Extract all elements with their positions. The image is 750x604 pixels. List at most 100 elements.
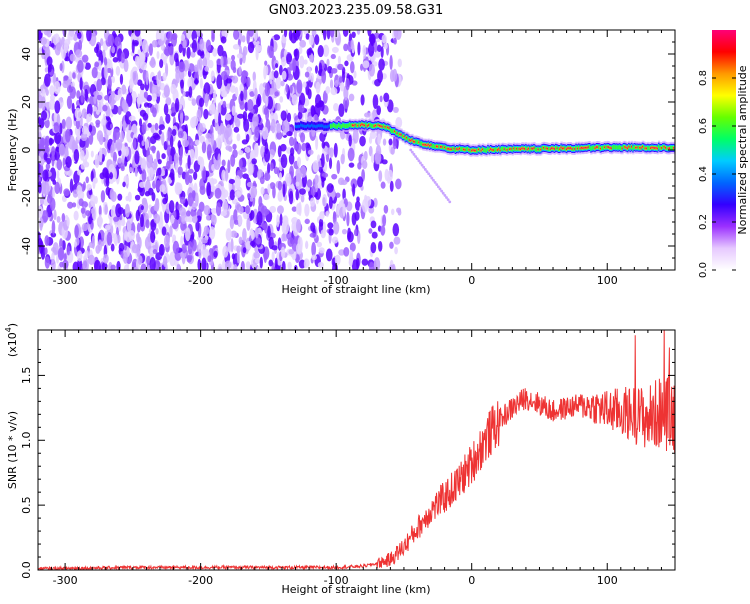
- noise-speckle-dot: [221, 30, 229, 38]
- noise-speckle-dot: [124, 157, 128, 167]
- ridge-peak: [528, 147, 530, 150]
- tail-dot: [430, 176, 434, 180]
- noise-speckle-dot: [381, 34, 387, 44]
- noise-speckle-dot: [91, 235, 95, 250]
- tail-dot: [417, 159, 421, 163]
- ridge-peak: [621, 147, 624, 150]
- svg-text:(x104): (x104): [4, 323, 19, 357]
- ridge-inner: [465, 147, 468, 152]
- y-tick-label: 1.5: [20, 367, 33, 385]
- noise-speckle-dot: [92, 106, 98, 112]
- noise-speckle-dot: [217, 134, 221, 150]
- noise-speckle-dot: [180, 235, 184, 247]
- ridge-inner: [376, 123, 379, 128]
- noise-speckle-dot: [162, 72, 167, 82]
- noise-speckle-dot: [164, 234, 170, 248]
- noise-speckle-dot: [383, 92, 390, 103]
- noise-speckle-dot: [139, 109, 147, 117]
- noise-speckle-dot: [224, 130, 230, 140]
- noise-speckle-dot: [231, 75, 239, 84]
- noise-speckle-dot: [329, 30, 335, 38]
- noise-speckle-dot: [191, 215, 198, 224]
- noise-speckle-dot: [297, 236, 303, 251]
- noise-speckle-dot: [120, 51, 126, 64]
- snr-axes: -300 -200 -100 0 100 0.0 0.5 1.0 1.5: [20, 330, 676, 587]
- colorbar: 0.0 0.2 0.4 0.6 0.8 Normalized spectral ampl…: [698, 30, 749, 278]
- ridge-peak: [582, 147, 585, 150]
- ridge-peak: [561, 147, 564, 150]
- noise-speckle-dot: [281, 56, 287, 67]
- noise-speckle-dot: [333, 221, 340, 235]
- noise-speckle-dot: [102, 113, 107, 126]
- noise-speckle-dot: [114, 36, 122, 47]
- noise-speckle-dot: [117, 105, 122, 115]
- ridge-peak: [458, 147, 461, 150]
- noise-speckle-dot: [370, 153, 374, 163]
- tail-dot: [443, 193, 447, 197]
- noise-speckle-dot: [259, 176, 265, 185]
- noise-speckle-dot: [54, 181, 60, 195]
- noise-speckle-dot: [294, 48, 300, 61]
- noise-speckle-dot: [325, 210, 330, 218]
- noise-speckle-dot: [186, 46, 191, 59]
- noise-speckle-dot: [75, 49, 83, 58]
- ridge-inner: [432, 144, 436, 149]
- noise-speckle-dot: [170, 163, 175, 170]
- noise-speckle-dot: [356, 30, 361, 35]
- tail-dot: [415, 157, 419, 161]
- ridge-peak: [368, 124, 370, 126]
- noise-speckle-dot: [198, 248, 202, 259]
- ridge-peak: [660, 147, 663, 149]
- ridge-peak: [396, 132, 399, 135]
- noise-speckle-dot: [307, 88, 312, 100]
- ridge-peak: [522, 147, 525, 150]
- noise-speckle-dot: [103, 253, 109, 264]
- noise-speckle-dot: [310, 53, 314, 63]
- noise-speckle-dot: [276, 131, 283, 140]
- noise-speckle-dot: [99, 38, 104, 46]
- ridge-peak: [393, 130, 396, 133]
- noise-speckle-dot: [368, 261, 374, 270]
- noise-speckle-dot: [99, 147, 103, 163]
- noise-speckle-dot: [332, 210, 337, 220]
- tail-dot: [422, 165, 426, 169]
- ridge-inner: [591, 145, 594, 150]
- noise-speckle-dot: [249, 209, 255, 220]
- ridge-peak: [388, 127, 391, 129]
- ridge-peak: [351, 124, 354, 127]
- noise-speckle-dot: [94, 61, 100, 68]
- noise-speckle-dot: [62, 30, 67, 37]
- noise-speckle-dot: [246, 216, 251, 231]
- snr-background: [38, 330, 675, 570]
- noise-speckle-dot: [390, 146, 395, 155]
- noise-speckle-dot: [56, 215, 61, 223]
- ridge-peak: [636, 146, 639, 149]
- noise-speckle-dot: [152, 248, 158, 255]
- ridge-inner: [617, 145, 620, 150]
- noise-speckle-dot: [273, 166, 279, 175]
- ridge-peak: [426, 144, 429, 147]
- noise-speckle-dot: [299, 165, 307, 178]
- noise-speckle-dot: [39, 197, 44, 206]
- noise-speckle-dot: [134, 167, 138, 177]
- ridge-inner: [516, 146, 520, 151]
- ridge-peak: [656, 147, 659, 150]
- noise-speckle-dot: [344, 60, 349, 67]
- colorbar-ticks: 0.0 0.2 0.4 0.6 0.8: [698, 70, 736, 278]
- ridge-peak: [595, 146, 598, 148]
- noise-speckle-dot: [114, 236, 118, 247]
- noise-speckle-dot: [392, 137, 397, 150]
- noise-speckle-dot: [242, 46, 248, 56]
- ridge-peak: [568, 147, 571, 150]
- ridge-peak: [362, 123, 365, 126]
- ridge-peak: [361, 123, 364, 126]
- ridge-peak: [384, 125, 387, 128]
- noise-speckle-dot: [231, 105, 236, 116]
- ridge-peak: [443, 146, 446, 149]
- noise-speckle-dot: [117, 157, 122, 164]
- noise-speckle-dot: [362, 60, 370, 69]
- noise-speckle-dot: [56, 158, 63, 171]
- ridge-peak: [410, 139, 413, 142]
- noise-speckle-dot: [245, 261, 251, 270]
- noise-speckle-dot: [254, 257, 261, 264]
